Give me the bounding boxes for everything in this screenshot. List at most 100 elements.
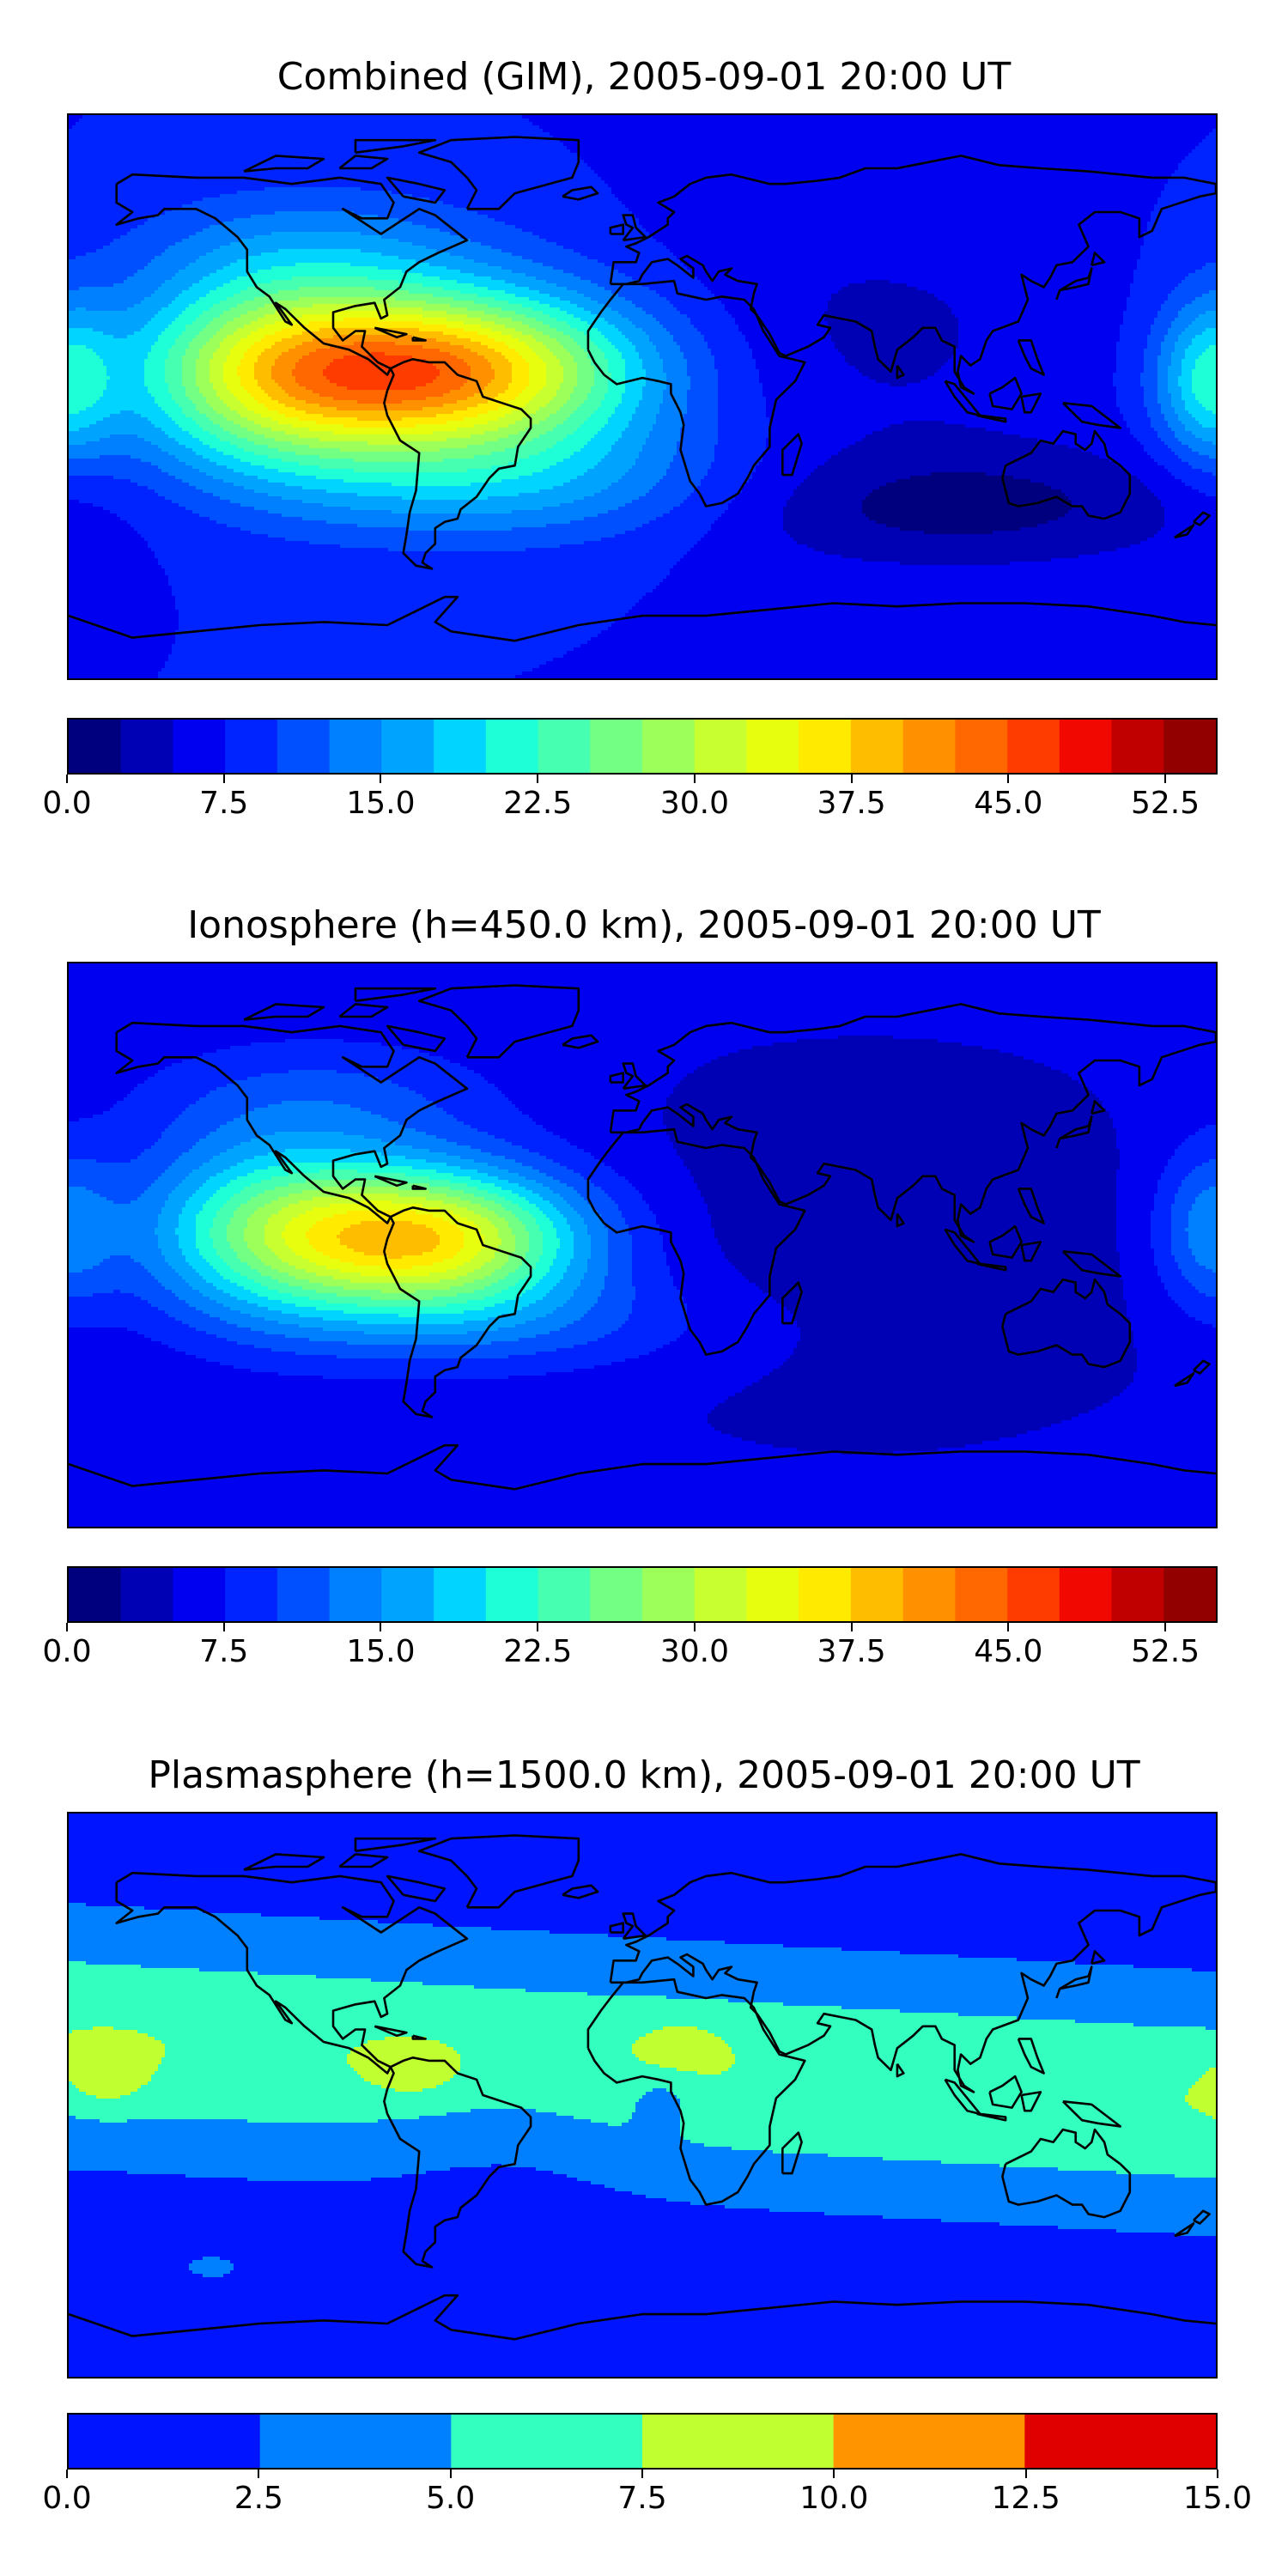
colorbar-tick-label: 45.0: [974, 786, 1043, 821]
coastline: [562, 185, 599, 201]
colorbar-tick: [537, 1623, 539, 1631]
colorbar-tick-label: 15.0: [346, 1634, 416, 1669]
colorbar-tick-label: 2.5: [234, 2481, 283, 2516]
coastline: [896, 2063, 905, 2078]
coastline: [1174, 524, 1195, 539]
colorbar-tick: [258, 2470, 260, 2478]
colorbar-segment: [538, 1568, 591, 1621]
colorbar-segment: [69, 2415, 261, 2468]
colorbar-segment: [173, 720, 226, 773]
colorbar-segment: [642, 720, 696, 773]
colorbar-segment: [799, 1568, 852, 1621]
coastline: [988, 1224, 1023, 1259]
colorbar-segment: [259, 2415, 452, 2468]
colorbar-ticks-ionosphere: 0.0 7.5 15.0 22.5 30.0 37.5 45.0 52.5: [42, 1623, 1218, 1669]
coastline: [383, 357, 532, 570]
colorbar-ticks-combined: 0.0 7.5 15.0 22.5 30.0 37.5 45.0 52.5: [42, 775, 1218, 821]
colorbar-tick: [1164, 775, 1167, 783]
coastline: [896, 364, 905, 380]
colorbar-segment: [1111, 1568, 1164, 1621]
colorbar-tick: [66, 2470, 68, 2478]
coastline: [243, 1003, 325, 1021]
coastline: [988, 2075, 1023, 2109]
colorbar-tick: [833, 2470, 835, 2478]
colorbar-segment: [434, 1568, 487, 1621]
colorbar-tick-label: 10.0: [799, 2481, 869, 2516]
coastline: [1055, 267, 1093, 301]
coastline: [1174, 1372, 1195, 1388]
colorbar-segment: [276, 1568, 331, 1621]
colorbar-tick: [1007, 1623, 1010, 1631]
coastline: [338, 155, 389, 170]
coastline: [1193, 1359, 1211, 1375]
coastline: [781, 1281, 803, 1325]
colorbar-tick-label: 52.5: [1131, 1634, 1200, 1669]
colorbar-tick: [1164, 1623, 1167, 1631]
colorbar-segment: [381, 1568, 434, 1621]
colorbar-segment: [1059, 720, 1113, 773]
coastline: [386, 176, 447, 204]
colorbar-segment: [69, 1568, 122, 1621]
coastline: [609, 1853, 1216, 2093]
coastline: [609, 1072, 625, 1084]
coastline: [781, 433, 803, 477]
colorbar-combined: [67, 718, 1218, 775]
coastline: [1061, 2100, 1121, 2128]
colorbar-tick: [380, 775, 382, 783]
coastline: [411, 2034, 427, 2040]
coastlines: [69, 136, 1216, 642]
coastline: [69, 2293, 1216, 2341]
colorbar-tick-label: 15.0: [346, 786, 416, 821]
colorbar-tick-label: 5.0: [426, 2481, 476, 2516]
coastline: [386, 1024, 447, 1053]
colorbar-segment: [1024, 2415, 1216, 2468]
colorbar-tick-label: 37.5: [817, 1634, 886, 1669]
coastline: [338, 1003, 389, 1018]
colorbar-segment: [69, 720, 122, 773]
colorbar-ionosphere: [67, 1566, 1218, 1623]
coastline: [383, 1206, 532, 1419]
colorbar-segment: [850, 1568, 904, 1621]
coastline: [1017, 339, 1045, 376]
colorbar-tick: [850, 775, 853, 783]
coastline: [243, 155, 325, 173]
panel-title-combined: Combined (GIM), 2005-09-01 20:00 UT: [276, 55, 1012, 99]
colorbar-segment: [1163, 720, 1216, 773]
contour-field: [69, 1903, 1216, 2277]
coastline: [781, 2131, 803, 2175]
map-canvas-plasmasphere: [69, 1814, 1216, 2377]
coastline: [411, 1184, 427, 1190]
colorbar-segment: [225, 1568, 278, 1621]
coastline: [586, 1127, 806, 1356]
coastline: [896, 1212, 905, 1228]
colorbar-tick-label: 7.5: [199, 786, 249, 821]
coastline: [1055, 1115, 1093, 1149]
coastline: [383, 2056, 532, 2269]
coastline: [609, 223, 625, 235]
colorbar-plasmasphere: [67, 2413, 1218, 2470]
colorbar-segment: [799, 720, 852, 773]
coastline: [411, 336, 427, 342]
colorbar-tick: [1217, 2470, 1218, 2478]
colorbar-tick-label: 30.0: [659, 1634, 729, 1669]
colorbar-tick: [449, 2470, 452, 2478]
contour-field: [69, 115, 1216, 678]
colorbar-segment: [225, 720, 278, 773]
coastline: [115, 1871, 469, 2075]
colorbar-segment: [590, 720, 643, 773]
coastline: [69, 1443, 1216, 1491]
map-plasmasphere: [67, 1812, 1218, 2379]
coastline: [417, 136, 580, 210]
coastline: [386, 1874, 447, 1903]
colorbar-tick: [1007, 775, 1010, 783]
coastline: [354, 138, 437, 154]
coastline: [1017, 2038, 1045, 2075]
coastline: [374, 326, 408, 339]
coastline: [1020, 392, 1042, 414]
colorbar-segment: [329, 720, 382, 773]
coastline: [1061, 402, 1121, 429]
colorbar-tick: [641, 2470, 643, 2478]
colorbar-segment: [1111, 720, 1164, 773]
coastline: [586, 1978, 806, 2206]
colorbar-segment: [329, 1568, 382, 1621]
